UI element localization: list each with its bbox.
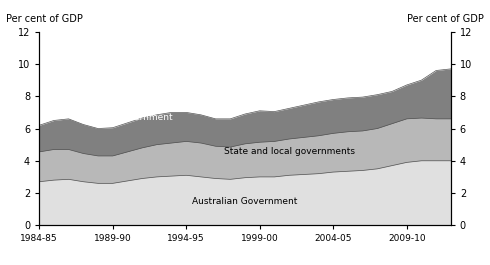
Text: Non-government: Non-government xyxy=(97,113,173,122)
Text: State and local governments: State and local governments xyxy=(223,147,355,156)
Text: Per cent of GDP: Per cent of GDP xyxy=(6,14,83,24)
Text: Australian Government: Australian Government xyxy=(192,197,298,206)
Text: Per cent of GDP: Per cent of GDP xyxy=(407,14,484,24)
